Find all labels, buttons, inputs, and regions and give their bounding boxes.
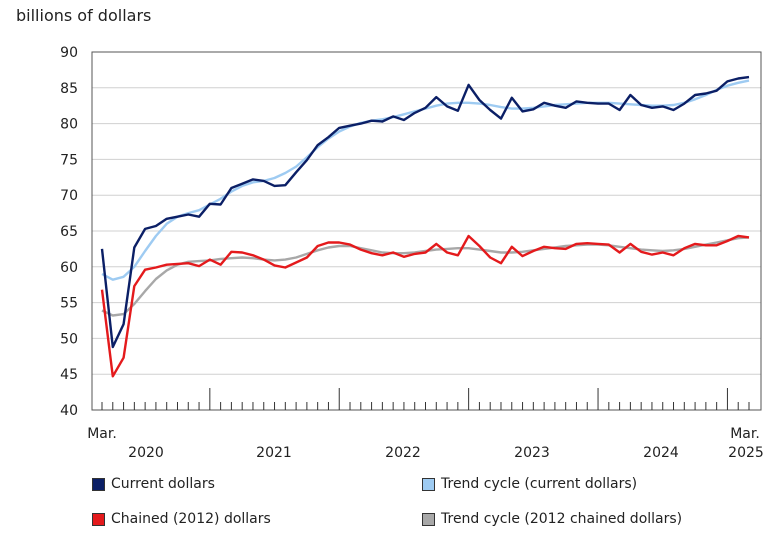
y-tick-label-45: 45 (60, 367, 78, 383)
y-tick-label-65: 65 (60, 224, 78, 240)
y-tick-label-50: 50 (60, 331, 78, 347)
y-tick-label-90: 90 (60, 45, 78, 61)
legend-item-trend-chained: Trend cycle (2012 chained dollars) (422, 511, 682, 527)
legend-item-current-dollars: Current dollars (92, 476, 215, 492)
series-line-0 (100, 75, 750, 349)
series-line-3 (101, 236, 750, 317)
legend-item-trend-current: Trend cycle (current dollars) (422, 476, 637, 492)
plot-frame (91, 51, 762, 411)
legend-label-chained-dollars: Chained (2012) dollars (111, 511, 271, 527)
x-edge-label-start: Mar. (87, 426, 117, 442)
y-tick-label-85: 85 (60, 81, 78, 97)
legend-label-trend-current: Trend cycle (current dollars) (441, 476, 638, 492)
legend-item-chained-dollars: Chained (2012) dollars (92, 511, 271, 527)
y-tick-label-40: 40 (60, 403, 78, 419)
y-axis-title: billions of dollars (16, 6, 152, 25)
y-tick-label-70: 70 (60, 188, 78, 204)
legend-swatch-current-dollars (92, 477, 105, 491)
y-tick-label-55: 55 (60, 296, 78, 312)
legend-label-trend-chained: Trend cycle (2012 chained dollars) (441, 511, 683, 527)
x-year-label-2024: 2024 (643, 445, 679, 461)
y-tick-label-75: 75 (60, 152, 78, 168)
x-year-label-2021: 2021 (256, 445, 292, 461)
x-edge-label-end: Mar. (730, 426, 760, 442)
legend-swatch-chained-dollars (92, 512, 105, 526)
x-year-label-2025: 2025 (728, 445, 764, 461)
legend-swatch-trend-current (422, 477, 435, 491)
series-line-2 (100, 234, 750, 378)
x-year-label-2020: 2020 (128, 445, 164, 461)
y-tick-label-60: 60 (60, 260, 78, 276)
x-year-label-2022: 2022 (385, 445, 421, 461)
legend-label-current-dollars: Current dollars (111, 476, 215, 492)
x-year-label-2023: 2023 (514, 445, 550, 461)
y-tick-label-80: 80 (60, 117, 78, 133)
legend-swatch-trend-chained (422, 512, 435, 526)
